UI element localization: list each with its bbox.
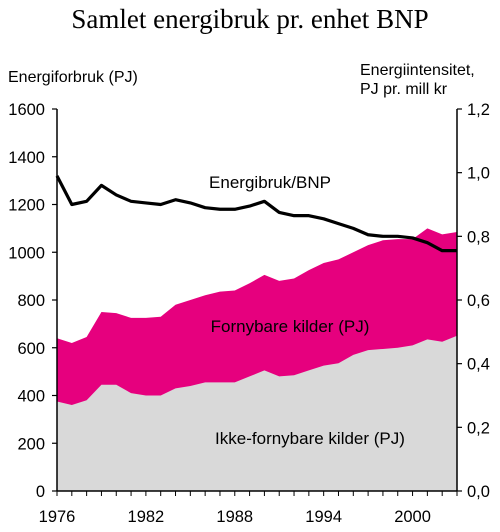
area-ikke-fornybare-kilder bbox=[57, 335, 457, 491]
x-tick-label: 2000 bbox=[394, 508, 431, 526]
y-right-tick-label: 0,6 bbox=[467, 292, 490, 310]
y-left-tick-label: 1000 bbox=[8, 244, 45, 262]
series-label-ikke-fornybare: Ikke-fornybare kilder (PJ) bbox=[215, 429, 405, 448]
plot-area bbox=[55, 175, 457, 491]
y-right-tick-label: 0,2 bbox=[467, 419, 490, 437]
line-energibruk-bnp bbox=[55, 175, 457, 253]
x-tick-label: 1982 bbox=[128, 508, 165, 526]
y-left-tick-label: 400 bbox=[17, 388, 45, 406]
series-label-energibruk-bnp: Energibruk/BNP bbox=[209, 173, 331, 192]
y-left-tick-label: 1400 bbox=[8, 149, 45, 167]
y-right-tick-label: 0,8 bbox=[467, 228, 490, 246]
y-axis-right-label-line2: PJ pr. mill kr bbox=[360, 81, 448, 98]
chart-title: Samlet energibruk pr. enhet BNP bbox=[71, 4, 428, 34]
y-right-tick-label: 1,2 bbox=[467, 101, 490, 119]
x-tick-label: 1976 bbox=[39, 508, 76, 526]
y-left-tick-label: 800 bbox=[17, 292, 45, 310]
y-left-tick-label: 1200 bbox=[8, 197, 45, 215]
y-right-tick-label: 0,4 bbox=[467, 356, 490, 374]
y-axis-left-label: Energiforbruk (PJ) bbox=[8, 69, 138, 86]
y-right-tick-label: 1,0 bbox=[467, 165, 490, 183]
x-tick-label: 1994 bbox=[305, 508, 342, 526]
y-left-tick-label: 0 bbox=[36, 483, 45, 501]
y-left-tick-label: 600 bbox=[17, 340, 45, 358]
series-label-fornybare: Fornybare kilder (PJ) bbox=[211, 317, 370, 336]
y-axis-right-label-line1: Energiintensitet, bbox=[360, 62, 475, 79]
y-right-tick-label: 0,0 bbox=[467, 483, 490, 501]
y-left-tick-label: 1600 bbox=[8, 101, 45, 119]
x-tick-label: 1988 bbox=[216, 508, 253, 526]
axes: 0 200 400 600 800 1000 1200 1400 1600 0,0 0,2 0,4 0,… bbox=[8, 101, 490, 526]
y-left-tick-label: 200 bbox=[17, 435, 45, 453]
